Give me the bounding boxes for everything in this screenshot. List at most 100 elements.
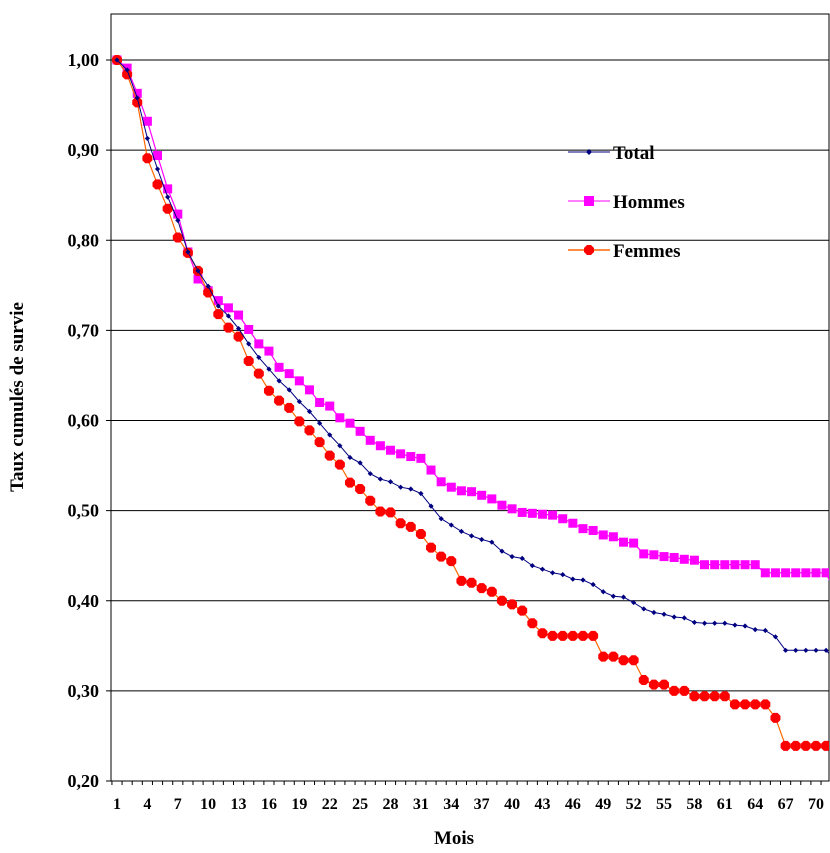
data-point-total	[286, 387, 292, 393]
data-point-total	[631, 599, 637, 606]
x-tick-label: 40	[504, 796, 520, 813]
data-point-total	[337, 443, 343, 449]
data-point-hommes	[446, 482, 456, 492]
data-point-hommes	[750, 560, 760, 570]
legend-item-total[interactable]: Total	[568, 143, 655, 164]
data-point-femmes	[415, 529, 426, 540]
x-tick-label: 70	[808, 796, 824, 813]
data-point-total	[529, 563, 535, 569]
data-point-femmes	[537, 628, 548, 639]
data-point-hommes	[669, 552, 679, 562]
y-tick-label: 1,00	[68, 50, 100, 70]
data-point-femmes	[729, 699, 740, 710]
data-point-hommes	[284, 369, 294, 379]
y-tick-label: 0,20	[68, 771, 100, 791]
data-point-hommes	[679, 554, 689, 564]
data-point-femmes	[365, 495, 376, 506]
data-point-femmes	[324, 450, 335, 461]
x-tick-label: 52	[626, 796, 642, 813]
x-tick-label: 55	[656, 796, 672, 813]
data-point-hommes	[264, 346, 274, 356]
data-point-total	[712, 620, 718, 626]
data-point-hommes	[619, 537, 628, 547]
data-point-femmes	[507, 599, 518, 610]
data-point-hommes	[811, 568, 821, 578]
data-point-femmes	[436, 551, 447, 562]
data-point-femmes	[760, 699, 771, 710]
data-point-hommes	[467, 487, 477, 497]
y-tick-label: 0,50	[68, 501, 100, 521]
data-point-hommes	[781, 568, 791, 578]
data-point-femmes	[466, 577, 477, 588]
data-point-total	[327, 432, 333, 438]
data-point-hommes	[649, 550, 659, 560]
data-point-total	[296, 398, 302, 405]
x-tick-label: 46	[565, 796, 581, 813]
data-point-femmes	[375, 506, 386, 517]
x-tick-label: 28	[383, 796, 399, 813]
data-point-hommes	[527, 508, 537, 518]
x-tick-label: 34	[443, 796, 459, 813]
data-point-total	[387, 479, 394, 485]
data-point-total	[306, 408, 313, 415]
data-point-femmes	[821, 740, 829, 751]
x-tick-label: 31	[413, 796, 429, 813]
data-point-hommes	[558, 514, 568, 524]
data-point-total	[499, 548, 505, 554]
data-point-total	[681, 615, 687, 621]
data-point-total	[732, 622, 738, 628]
x-tick-label: 13	[231, 796, 247, 813]
data-point-total	[256, 354, 262, 361]
x-tick-label: 10	[200, 796, 216, 813]
data-point-hommes	[335, 413, 345, 423]
data-point-femmes	[628, 655, 639, 666]
y-tick-label: 0,70	[68, 320, 100, 340]
data-point-hommes	[365, 435, 375, 445]
legend: Total Hommes Femmes	[568, 143, 685, 262]
data-point-femmes	[547, 630, 558, 641]
legend-item-femmes[interactable]: Femmes	[568, 241, 681, 262]
data-point-femmes	[274, 395, 285, 406]
data-point-femmes	[608, 651, 619, 662]
data-point-total	[154, 166, 161, 172]
data-point-femmes	[395, 518, 406, 529]
data-point-total	[266, 366, 272, 372]
data-point-hommes	[325, 401, 335, 411]
data-point-total	[114, 57, 120, 63]
data-point-total	[590, 581, 596, 588]
data-point-total	[671, 614, 677, 620]
data-point-hommes	[659, 552, 669, 562]
data-point-femmes	[223, 322, 234, 333]
data-point-total	[195, 268, 201, 274]
data-point-total	[215, 303, 221, 309]
data-point-femmes	[294, 416, 305, 427]
data-point-hommes	[456, 486, 466, 496]
x-tick-label: 58	[686, 796, 702, 813]
data-point-total	[661, 611, 667, 617]
x-tick-label: 61	[717, 796, 733, 813]
y-tick-label: 0,90	[68, 140, 100, 160]
data-point-femmes	[314, 437, 325, 448]
data-point-total	[651, 609, 657, 616]
data-point-total	[620, 594, 627, 600]
data-point-femmes	[344, 477, 355, 488]
data-point-hommes	[345, 418, 355, 428]
data-point-femmes	[709, 691, 720, 702]
data-point-hommes	[244, 324, 254, 334]
plot-area: 1,00 0,90 0,80 0,70 0,60 0,50 0,40 0,30 0,20 1 4 7…	[68, 13, 830, 813]
data-point-total	[539, 566, 546, 572]
data-point-femmes	[233, 331, 244, 342]
data-point-hommes	[588, 525, 598, 535]
data-point-total	[722, 620, 728, 626]
data-point-total	[185, 249, 191, 255]
legend-item-hommes[interactable]: Hommes	[568, 192, 685, 213]
data-point-total	[144, 135, 150, 142]
data-point-femmes	[780, 740, 791, 751]
data-point-hommes	[396, 449, 406, 459]
data-point-hommes	[537, 509, 547, 519]
data-point-hommes	[578, 524, 588, 534]
data-point-femmes	[790, 740, 801, 751]
data-point-hommes	[700, 560, 710, 570]
legend-label-femmes: Femmes	[613, 241, 681, 262]
x-tick-label: 7	[174, 796, 182, 813]
